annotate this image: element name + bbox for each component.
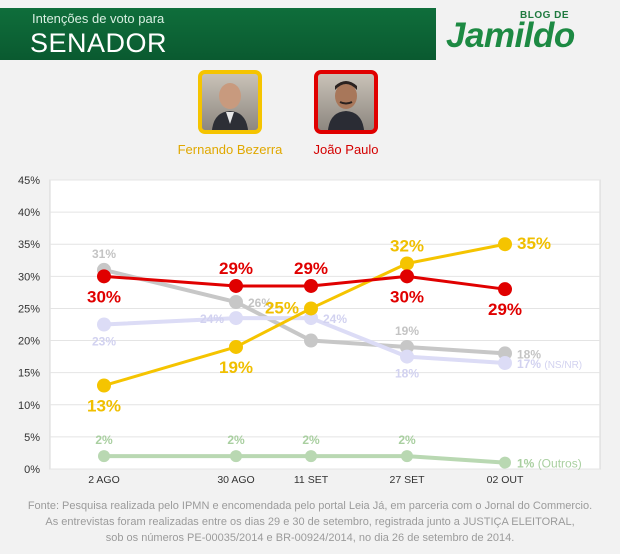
data-label: 30% bbox=[390, 287, 424, 306]
data-point bbox=[400, 256, 414, 271]
source-note: Fonte: Pesquisa realizada pelo IPMN e en… bbox=[0, 498, 620, 546]
data-label: 19% bbox=[395, 324, 419, 338]
x-tick-label: 27 SET bbox=[389, 474, 425, 486]
data-label: 29% bbox=[294, 259, 328, 278]
data-point bbox=[230, 450, 242, 463]
data-label: 26% bbox=[248, 296, 272, 310]
data-point bbox=[498, 356, 512, 371]
data-point bbox=[229, 339, 243, 354]
source-line: Fonte: Pesquisa realizada pelo IPMN e en… bbox=[27, 500, 593, 512]
data-label: 18% bbox=[517, 347, 541, 361]
portrait-icon bbox=[198, 70, 262, 134]
data-point bbox=[400, 269, 414, 284]
y-tick-label: 20% bbox=[18, 336, 40, 348]
y-tick-label: 45% bbox=[18, 175, 40, 187]
candidate-name: Fernando Bezerra bbox=[177, 142, 283, 157]
y-tick-label: 10% bbox=[18, 400, 40, 412]
y-tick-label: 25% bbox=[18, 303, 40, 315]
x-tick-label: 02 OUT bbox=[487, 474, 524, 486]
data-point bbox=[498, 282, 512, 297]
data-label: 2% bbox=[398, 433, 416, 447]
line-chart: 0% 5% 10% 15% 20% 25% 30% 35% 40% 45% 2 AGO 30 AGO 1… bbox=[18, 175, 601, 486]
data-label: 24% bbox=[200, 312, 224, 326]
candidate-fernando-bezerra: Fernando Bezerra bbox=[170, 70, 290, 157]
chart-subtitle: Intenções de voto para bbox=[32, 11, 165, 26]
y-tick-label: 30% bbox=[18, 271, 40, 283]
portrait-icon bbox=[314, 70, 378, 134]
y-tick-label: 15% bbox=[18, 368, 40, 380]
y-tick-label: 35% bbox=[18, 239, 40, 251]
data-point bbox=[305, 450, 317, 463]
data-point bbox=[304, 333, 318, 348]
title-banner: Intenções de voto para SENADOR bbox=[0, 8, 436, 60]
data-point bbox=[304, 278, 318, 293]
data-label: 19% bbox=[219, 358, 253, 377]
data-label: 18% bbox=[395, 367, 419, 381]
source-line: As entrevistas foram realizadas entre os… bbox=[45, 516, 575, 528]
series-note: (Outros) bbox=[538, 457, 582, 471]
data-point bbox=[97, 317, 111, 332]
data-point bbox=[97, 269, 111, 284]
y-tick-label: 5% bbox=[24, 432, 40, 444]
data-point bbox=[400, 339, 414, 354]
data-label: 2% bbox=[302, 433, 320, 447]
data-point bbox=[400, 349, 414, 364]
data-point bbox=[98, 450, 110, 463]
data-point bbox=[304, 311, 318, 326]
data-point bbox=[229, 311, 243, 326]
data-point bbox=[498, 237, 512, 252]
blog-logo: Jamildo bbox=[446, 16, 575, 55]
source-line: sob os números PE-00035/2014 e BR-00924/… bbox=[105, 532, 515, 544]
data-point bbox=[97, 378, 111, 393]
x-tick-label: 2 AGO bbox=[88, 474, 120, 486]
data-point bbox=[499, 456, 511, 469]
data-label: 1% (Outros) bbox=[517, 457, 582, 471]
data-label: 29% bbox=[219, 259, 253, 278]
data-point bbox=[498, 346, 512, 361]
y-tick-label: 0% bbox=[24, 464, 40, 476]
candidate-joao-paulo: João Paulo bbox=[286, 70, 406, 157]
candidate-name: João Paulo bbox=[313, 142, 379, 157]
data-label: 23% bbox=[92, 335, 116, 349]
y-tick-label: 40% bbox=[18, 207, 40, 219]
data-label: 24% bbox=[323, 312, 347, 326]
data-label: 17% (NS/NR) bbox=[517, 357, 582, 371]
data-label: 30% bbox=[87, 287, 121, 306]
data-point bbox=[304, 301, 318, 316]
data-label: 2% bbox=[95, 433, 113, 447]
data-label: 31% bbox=[92, 247, 116, 261]
data-point bbox=[229, 278, 243, 293]
x-tick-label: 11 SET bbox=[294, 474, 329, 486]
data-label: 29% bbox=[488, 300, 522, 319]
data-label: 25% bbox=[265, 298, 299, 317]
logo-caption: BLOG DE bbox=[520, 10, 570, 21]
x-tick-label: 30 AGO bbox=[217, 474, 254, 486]
data-label: 32% bbox=[390, 236, 424, 255]
data-label: 13% bbox=[87, 397, 121, 416]
data-point bbox=[229, 295, 243, 310]
chart-title: SENADOR bbox=[30, 28, 168, 58]
data-label: 2% bbox=[227, 433, 245, 447]
data-point bbox=[401, 450, 413, 463]
data-label: 35% bbox=[517, 234, 551, 253]
series-note: (NS/NR) bbox=[544, 360, 582, 371]
